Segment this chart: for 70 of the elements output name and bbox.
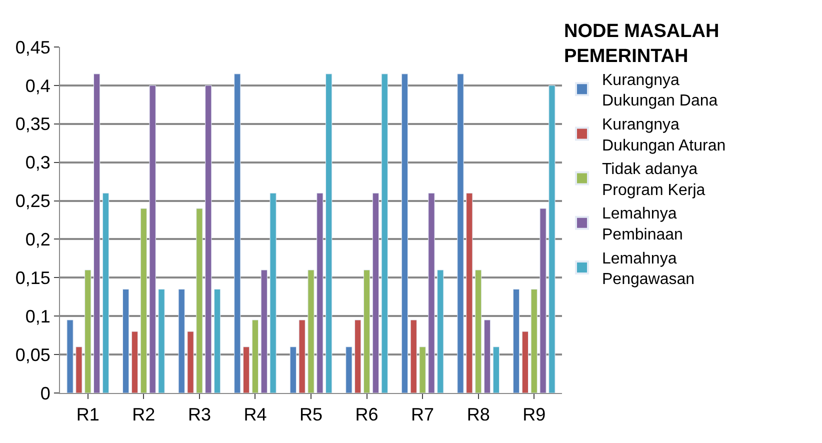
bar	[316, 192, 324, 393]
bar	[492, 346, 500, 393]
bar	[401, 74, 408, 393]
bar	[437, 270, 444, 393]
bar	[522, 331, 528, 393]
bar	[326, 74, 332, 393]
bar	[66, 320, 74, 393]
bar	[381, 74, 388, 393]
bar	[428, 192, 435, 393]
y-tick-label: 0,35	[15, 114, 50, 134]
bar	[234, 74, 241, 393]
y-tick-label: 0,25	[15, 191, 50, 212]
bar	[290, 346, 296, 393]
bar	[140, 208, 147, 393]
bar	[530, 288, 538, 393]
y-tick-label: 0,45	[15, 37, 50, 58]
x-tick-label: R7	[411, 404, 434, 425]
bar	[410, 320, 417, 393]
bar	[187, 331, 194, 393]
y-tick-label: 0	[40, 383, 50, 404]
bar	[102, 192, 110, 393]
bar	[158, 288, 165, 393]
bar	[149, 85, 156, 393]
x-tick-label: R4	[244, 404, 267, 425]
bar	[354, 320, 362, 393]
x-tick-label: R8	[466, 404, 490, 425]
bar	[457, 74, 464, 393]
bar	[214, 288, 221, 393]
bar	[76, 346, 82, 393]
bar	[466, 192, 473, 393]
bar	[540, 208, 546, 393]
bar	[131, 331, 138, 393]
legend-label: Lemahnya Pembinaan	[602, 206, 683, 244]
bar	[548, 85, 556, 393]
bar	[298, 320, 306, 393]
bar	[419, 346, 426, 393]
y-tick-label: 0,4	[25, 76, 50, 96]
bar	[205, 85, 212, 393]
y-tick-label: 0,15	[15, 268, 50, 288]
bar	[252, 320, 259, 393]
x-tick-label: R5	[299, 404, 323, 425]
x-tick-label: R6	[355, 404, 378, 425]
x-tick-label: R9	[522, 404, 546, 425]
y-tick-label: 0,05	[15, 344, 50, 365]
bar	[308, 270, 314, 393]
bar	[178, 288, 185, 393]
bar	[122, 288, 130, 393]
y-tick-label: 0,1	[25, 306, 50, 326]
legend-label: Kurangnya Dukungan Dana	[602, 72, 718, 110]
y-tick-label: 0,3	[25, 152, 50, 173]
x-tick-label: R1	[76, 404, 100, 425]
y-tick-label: 0,2	[25, 230, 50, 250]
x-tick-label: R3	[188, 404, 211, 425]
bar	[372, 192, 380, 393]
legend-label: Kurangnya Dukungan Aturan	[602, 116, 726, 154]
x-tick-label: R2	[132, 404, 156, 425]
bar	[270, 192, 276, 393]
bar	[346, 346, 352, 393]
bar	[84, 270, 92, 393]
legend-title: NODE MASALAH PEMERINTAH	[564, 21, 720, 67]
bar	[196, 208, 203, 393]
bar	[94, 74, 100, 393]
bar	[242, 346, 250, 393]
bar	[363, 270, 370, 393]
bar	[484, 320, 491, 393]
bar	[260, 270, 268, 393]
bar	[512, 288, 520, 393]
legend-label: Lemahnya Pengawasan	[602, 250, 695, 288]
bar	[475, 270, 482, 393]
legend-label: Tidak adanya Program Kerja	[602, 161, 706, 199]
